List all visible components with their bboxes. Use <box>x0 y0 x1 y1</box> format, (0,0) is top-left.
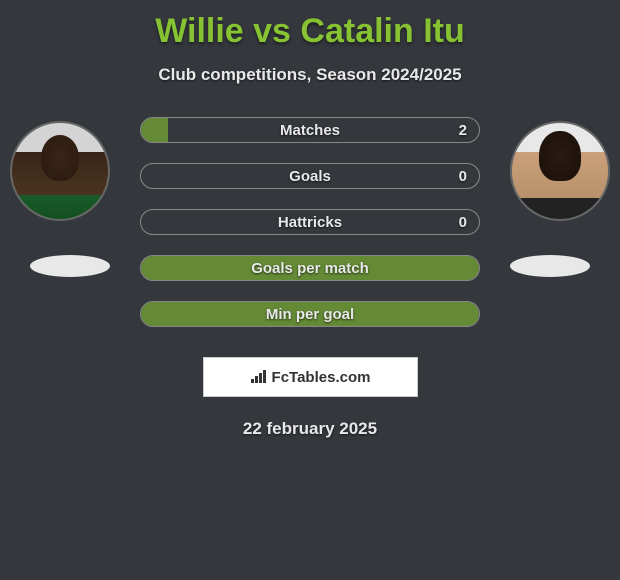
comparison-content: Matches 2 Goals 0 Hattricks 0 Goals per match M… <box>0 117 620 439</box>
stat-value-right: 0 <box>459 168 467 185</box>
chart-icon <box>250 370 268 384</box>
stat-row: Matches 2 <box>140 117 480 143</box>
player-left-marker <box>30 255 110 277</box>
player-right-face <box>512 123 608 219</box>
stat-fill <box>141 118 168 142</box>
stat-row: Goals per match <box>140 255 480 281</box>
player-left-avatar <box>10 121 110 221</box>
stat-label: Goals per match <box>251 260 369 277</box>
player-right-marker <box>510 255 590 277</box>
stat-label: Hattricks <box>278 214 342 231</box>
stat-row: Min per goal <box>140 301 480 327</box>
date-text: 22 february 2025 <box>0 419 620 439</box>
stat-row: Hattricks 0 <box>140 209 480 235</box>
stat-value-right: 0 <box>459 214 467 231</box>
page-title: Willie vs Catalin Itu <box>0 12 620 51</box>
stat-label: Goals <box>289 168 331 185</box>
stat-label: Matches <box>280 122 340 139</box>
stat-row: Goals 0 <box>140 163 480 189</box>
logo-box[interactable]: FcTables.com <box>203 357 418 397</box>
subtitle: Club competitions, Season 2024/2025 <box>0 65 620 85</box>
logo-text: FcTables.com <box>272 369 371 386</box>
stat-label: Min per goal <box>266 306 354 323</box>
stats-list: Matches 2 Goals 0 Hattricks 0 Goals per match M… <box>140 117 480 327</box>
player-right-avatar <box>510 121 610 221</box>
player-left-face <box>12 123 108 219</box>
stat-value-right: 2 <box>459 122 467 139</box>
